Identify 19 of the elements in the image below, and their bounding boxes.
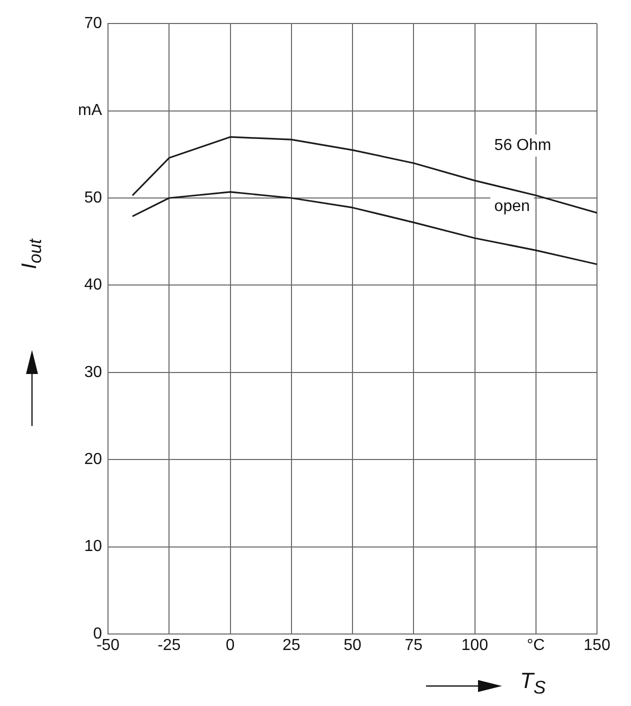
x-tick-label: 50 — [344, 637, 362, 654]
x-tick-label: 150 — [584, 637, 610, 654]
y-tick-label: 30 — [84, 364, 102, 381]
y-tick-label: 70 — [84, 15, 102, 32]
x-tick-label: 75 — [404, 637, 423, 654]
x-tick-label: °C — [526, 637, 545, 654]
x-tick-label: 100 — [461, 637, 488, 654]
y-tick-label: 10 — [84, 538, 102, 556]
y-tick-label: 40 — [84, 276, 102, 294]
y-tick-label: mA — [78, 102, 102, 120]
x-tick-label: 0 — [226, 637, 235, 654]
x-axis-title: T$_{S}$ — [520, 668, 546, 698]
annotation: 56 Ohm — [494, 137, 552, 154]
y-tick-label: 50 — [84, 189, 102, 206]
x-tick-label: 25 — [282, 637, 300, 654]
y-tick-label: 20 — [84, 451, 102, 468]
x-tick-label: -25 — [158, 637, 181, 654]
y-tick-label: 0 — [93, 625, 102, 642]
annotation: open — [494, 198, 530, 216]
